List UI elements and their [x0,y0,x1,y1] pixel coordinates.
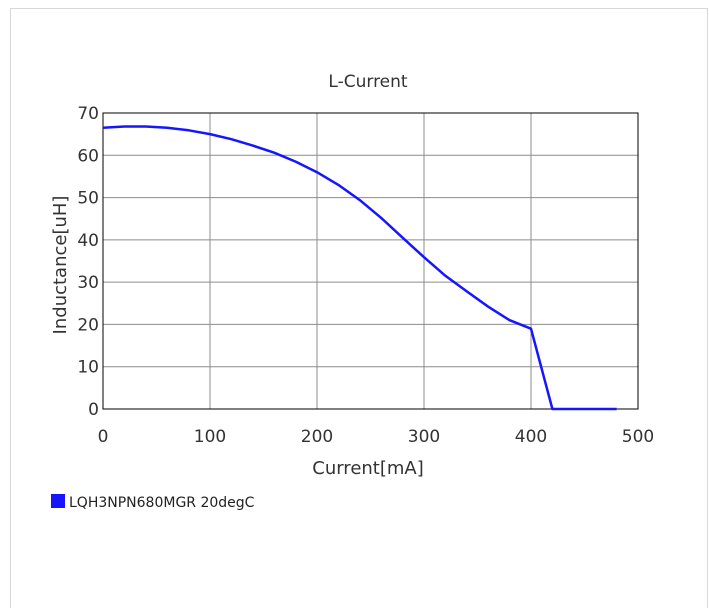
grid-lines [102,112,639,410]
y-tick-label: 50 [77,189,99,209]
x-tick-label: 0 [98,427,109,447]
y-tick-label: 30 [77,273,99,293]
y-tick-label: 60 [77,146,99,166]
x-tick-label: 500 [622,427,654,447]
series-layer [102,125,617,411]
y-axis-ticks: 0 10 20 30 40 50 60 70 [77,104,99,420]
plot-area-border [102,112,639,410]
y-tick-label: 70 [77,104,99,124]
legend-swatch [51,494,65,508]
x-axis-label: Current[mA] [312,458,424,479]
y-tick-label: 0 [88,400,99,420]
legend: LQH3NPN680MGR 20degC [51,494,255,511]
y-axis-label: Inductance[uH] [50,196,71,335]
y-tick-label: 40 [77,231,99,251]
x-tick-label: 100 [194,427,226,447]
chart-frame [10,8,708,608]
y-tick-label: 10 [77,358,99,378]
legend-label: LQH3NPN680MGR 20degC [69,495,255,511]
x-tick-label: 300 [408,427,440,447]
chart-canvas: L-Current 0 100 200 300 400 500 0 10 20 30 40 50 60… [50,72,655,511]
y-tick-label: 20 [77,315,99,335]
chart-title: L-Current [328,72,407,92]
x-tick-label: 200 [301,427,333,447]
x-axis-ticks: 0 100 200 300 400 500 [98,427,655,447]
series-line [102,125,617,411]
x-tick-label: 400 [515,427,547,447]
